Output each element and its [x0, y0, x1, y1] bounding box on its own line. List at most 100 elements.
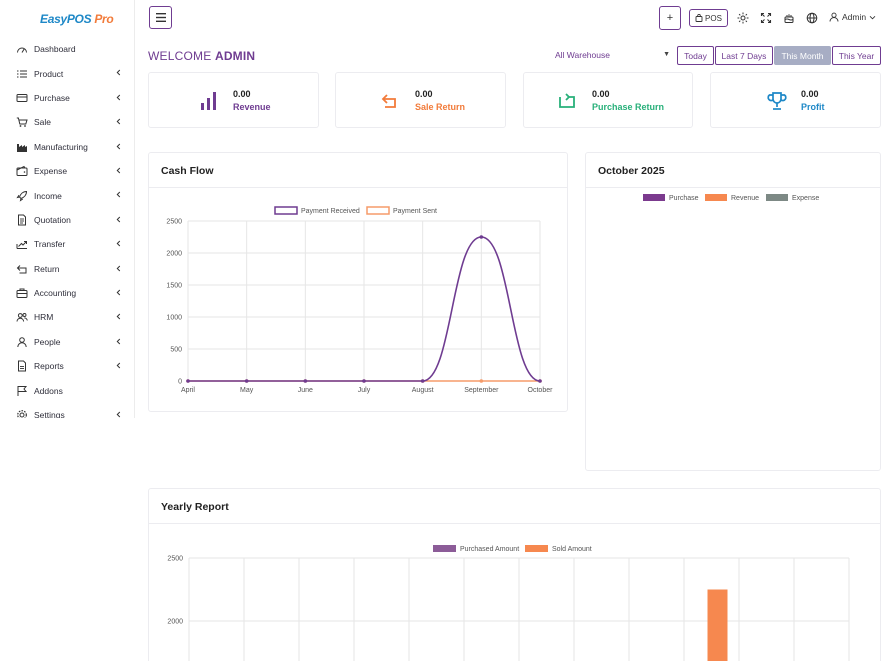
chevron-left-icon	[116, 70, 121, 76]
sidebar-item-product[interactable]: Product	[0, 61, 134, 85]
x-tick-label: October	[528, 387, 554, 394]
range-this-year-button[interactable]: This Year	[832, 46, 881, 65]
sidebar-item-settings[interactable]: Settings	[0, 403, 134, 418]
pos-button[interactable]: POS	[689, 9, 728, 27]
range-last7-button[interactable]: Last 7 Days	[715, 46, 773, 65]
brand-logo[interactable]: EasyPOS Pro	[40, 12, 114, 26]
sidebar-item-addons[interactable]: Addons	[0, 378, 134, 402]
y-tick-label: 2500	[167, 556, 183, 563]
sidebar-item-label: People	[34, 336, 61, 347]
legend-payment-received[interactable]: Payment Received	[274, 206, 360, 215]
chevron-left-icon	[116, 191, 121, 198]
purchase-return-icon	[559, 93, 575, 108]
sidebar-item-label: Accounting	[34, 288, 77, 299]
sidebar-item-purchase[interactable]: Purchase	[0, 86, 134, 110]
warehouse-select[interactable]: All Warehouse ▼	[555, 50, 672, 60]
legend-label: Payment Sent	[393, 208, 437, 215]
sidebar-item-label: Income	[34, 190, 62, 201]
sidebar-item-accounting[interactable]: Accounting	[0, 281, 134, 305]
legend-purchased-amount[interactable]: Purchased Amount	[433, 545, 519, 553]
stat-value: 0.00	[415, 89, 433, 99]
sidebar-item-expense[interactable]: Expense	[0, 159, 134, 183]
sidebar-item-dashboard[interactable]: Dashboard	[0, 37, 134, 61]
x-tick-label: June	[298, 387, 313, 394]
sidebar-item-income[interactable]: Income	[0, 183, 134, 207]
range-today-button[interactable]: Today	[677, 46, 714, 65]
data-point[interactable]	[303, 379, 308, 383]
stat-value: 0.00	[233, 89, 251, 99]
legend-sold-amount[interactable]: Sold Amount	[525, 545, 592, 553]
chevron-left-icon	[116, 411, 121, 418]
sidebar-item-transfer[interactable]: Transfer	[0, 232, 134, 256]
fullscreen-icon[interactable]	[760, 12, 772, 24]
bar-sold-amount[interactable]	[707, 589, 728, 661]
legend-label: Purchase	[669, 195, 699, 202]
sidebar-item-label: Expense	[34, 166, 68, 177]
add-button[interactable]: +	[659, 6, 681, 30]
menu-toggle-button[interactable]	[149, 6, 172, 29]
sidebar-item-label: Purchase	[34, 92, 70, 103]
data-point[interactable]	[244, 379, 249, 383]
divider	[586, 187, 880, 188]
sidebar-item-return[interactable]: Return	[0, 257, 134, 281]
legend-item-revenue[interactable]: Revenue	[705, 194, 759, 202]
cash-flow-chart: 0 500 1000 1500 2000 2500 April May June July Augu…	[166, 206, 554, 394]
dashboard-icon	[17, 47, 27, 53]
legend-label: Purchased Amount	[460, 546, 519, 553]
person-icon	[17, 337, 27, 347]
stat-card-sale-return: 0.00 Sale Return	[335, 72, 506, 128]
chevron-left-icon	[116, 240, 121, 247]
y-tick-label: 500	[170, 347, 182, 354]
report-icon	[18, 360, 26, 372]
data-point[interactable]	[479, 379, 484, 383]
cake-icon[interactable]	[783, 12, 795, 24]
globe-icon[interactable]	[806, 12, 818, 24]
sidebar-item-label: Settings	[34, 410, 65, 418]
wallet-icon	[16, 165, 28, 177]
sidebar-item-hrm[interactable]: HRM	[0, 305, 134, 329]
legend-item-purchase[interactable]: Purchase	[643, 194, 699, 202]
chevron-left-icon	[116, 216, 121, 223]
stat-label: Profit	[801, 102, 825, 112]
range-this-month-button[interactable]: This Month	[774, 46, 831, 65]
data-point[interactable]	[362, 379, 366, 383]
y-tick-label: 1000	[166, 315, 182, 322]
y-tick-label: 1500	[166, 283, 182, 290]
data-point[interactable]	[538, 379, 542, 383]
x-tick-label: September	[464, 387, 499, 394]
data-point[interactable]	[186, 379, 190, 383]
user-name: Admin	[842, 12, 867, 22]
legend-item-expense[interactable]: Expense	[766, 194, 819, 202]
y-tick-label: 2000	[166, 251, 182, 258]
sidebar-nav: Dashboard Product Purchase Sale Manufacturin…	[0, 37, 134, 418]
list-icon	[17, 70, 27, 78]
sidebar-item-sale[interactable]: Sale	[0, 110, 134, 134]
legend-label: Payment Received	[301, 208, 360, 215]
stat-card-revenue: 0.00 Revenue	[148, 72, 319, 128]
legend-payment-sent[interactable]: Payment Sent	[366, 206, 437, 215]
y-tick-label: 0	[178, 379, 182, 386]
sun-icon[interactable]	[737, 12, 749, 24]
monthly-summary-title: October 2025	[598, 165, 665, 177]
stat-card-purchase-return: 0.00 Purchase Return	[523, 72, 693, 128]
sidebar-item-label: Manufacturing	[34, 141, 88, 152]
sidebar-item-quotation[interactable]: Quotation	[0, 208, 134, 232]
sidebar-item-people[interactable]: People	[0, 330, 134, 354]
sidebar-item-label: Product	[34, 68, 64, 79]
cash-flow-title: Cash Flow	[161, 165, 214, 177]
chevron-left-icon	[116, 265, 121, 271]
cash-flow-card: Cash Flow 0 500 1000 1500 2000 2500 April May Ju…	[148, 152, 568, 412]
sidebar-item-reports[interactable]: Reports	[0, 354, 134, 378]
welcome-user: ADMIN	[214, 49, 256, 63]
briefcase-icon	[16, 288, 28, 299]
bar-chart-icon	[201, 92, 216, 110]
data-point[interactable]	[479, 235, 484, 239]
hamburger-icon	[155, 13, 166, 22]
data-point[interactable]	[420, 379, 425, 383]
sidebar-item-manufacturing[interactable]: Manufacturing	[0, 135, 134, 159]
series-line-payment-received	[188, 236, 541, 382]
x-tick-label: August	[412, 387, 434, 394]
yearly-report-title: Yearly Report	[161, 501, 229, 513]
user-menu[interactable]: Admin	[829, 12, 876, 22]
stat-label: Sale Return	[415, 102, 466, 112]
